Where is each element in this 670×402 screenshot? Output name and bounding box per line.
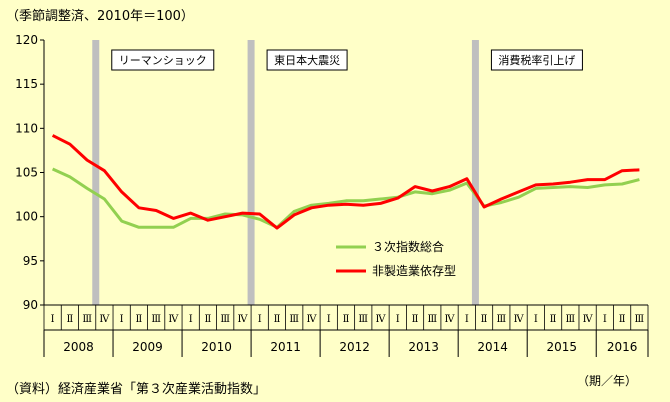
y-tick-label: 115 — [15, 77, 38, 91]
series-line — [51, 167, 640, 229]
quarter-label: Ⅲ — [566, 314, 576, 325]
legend-label: 非製造業依存型 — [372, 263, 456, 278]
event-annotations: リーマンショック 東日本大震災 消費税率引上げ — [111, 49, 583, 71]
y-axis: 90 95 100 105 110 115 120 — [15, 33, 45, 312]
event-band — [92, 40, 100, 305]
source-note: （資料）経済産業省「第３次産業活動指数」 — [6, 382, 267, 397]
quarter-label: Ⅱ — [205, 314, 212, 325]
quarter-label: Ⅳ — [168, 314, 179, 325]
quarter-label: Ⅳ — [514, 314, 525, 325]
year-label: 2014 — [477, 340, 508, 354]
quarter-label: Ⅰ — [465, 314, 469, 325]
year-label: 2008 — [63, 340, 94, 354]
quarter-label: Ⅳ — [583, 314, 594, 325]
quarter-label: Ⅰ — [51, 314, 55, 325]
event-band — [247, 40, 255, 305]
annotation-box — [266, 49, 348, 71]
quarter-label: Ⅳ — [445, 314, 456, 325]
quarter-label: Ⅲ — [82, 314, 92, 325]
year-label: 2015 — [546, 340, 577, 354]
quarter-label: Ⅰ — [603, 314, 607, 325]
annotation-text: 消費税率引上げ — [498, 53, 575, 67]
quarter-label: Ⅱ — [136, 314, 143, 325]
quarter-label: Ⅱ — [412, 314, 419, 325]
quarter-label: Ⅱ — [550, 314, 557, 325]
y-tick-label: 110 — [15, 121, 38, 135]
year-label: 2016 — [607, 340, 638, 354]
quarter-label: Ⅳ — [376, 314, 387, 325]
annotation-box — [490, 49, 583, 71]
quarter-label: Ⅱ — [66, 314, 73, 325]
year-label: 2010 — [201, 340, 232, 354]
year-label: 2012 — [339, 340, 370, 354]
quarter-label: Ⅲ — [220, 314, 230, 325]
series-lines — [51, 134, 640, 230]
y-tick-label: 90 — [23, 298, 38, 312]
y-tick-label: 120 — [15, 33, 38, 47]
quarter-label: Ⅳ — [99, 314, 110, 325]
unit-note: （季節調整済、2010年＝100） — [6, 9, 194, 24]
quarter-label: Ⅰ — [258, 314, 262, 325]
quarter-label: Ⅰ — [534, 314, 538, 325]
y-tick-label: 105 — [15, 166, 38, 180]
quarter-label: Ⅰ — [396, 314, 400, 325]
quarter-label: Ⅰ — [189, 314, 193, 325]
quarter-label: Ⅱ — [343, 314, 350, 325]
quarter-label: Ⅳ — [306, 314, 317, 325]
quarter-label: Ⅲ — [151, 314, 161, 325]
legend-label: ３次指数総合 — [372, 239, 444, 254]
quarter-label: Ⅰ — [120, 314, 124, 325]
quarter-label: Ⅳ — [237, 314, 248, 325]
year-label: 2011 — [270, 340, 301, 354]
quarter-label: Ⅲ — [496, 314, 506, 325]
quarter-label: Ⅰ — [327, 314, 331, 325]
y-tick-label: 95 — [23, 254, 38, 268]
quarter-label: Ⅲ — [427, 314, 437, 325]
annotation-box — [111, 49, 215, 71]
quarter-label: Ⅲ — [289, 314, 299, 325]
quarter-label: Ⅲ — [358, 314, 368, 325]
quarter-label: Ⅱ — [619, 314, 626, 325]
annotation-text: リーマンショック — [119, 54, 207, 67]
quarter-label: Ⅱ — [481, 314, 488, 325]
event-bands — [92, 40, 479, 305]
year-label: 2013 — [408, 340, 439, 354]
event-band — [471, 40, 479, 305]
quarter-label: Ⅲ — [635, 314, 645, 325]
series-line — [51, 134, 640, 230]
year-label: 2009 — [132, 340, 163, 354]
quarter-label: Ⅱ — [274, 314, 281, 325]
y-tick-label: 100 — [15, 210, 38, 224]
annotation-text: 東日本大震災 — [274, 53, 340, 67]
axis-unit-note: （期／年） — [577, 374, 638, 388]
plot-area — [44, 40, 648, 305]
